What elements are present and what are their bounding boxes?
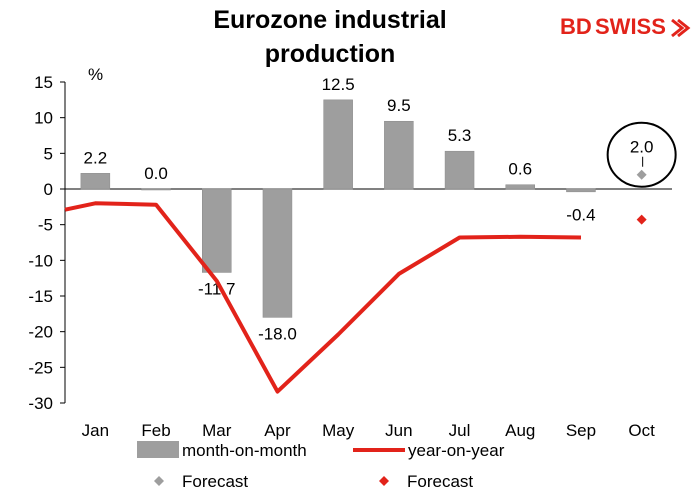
legend-label-forecast-grey: Forecast — [182, 472, 248, 491]
y-tick-label: -25 — [28, 358, 53, 377]
bar-may — [323, 99, 353, 190]
logo-chevron-icon — [671, 18, 691, 38]
y-tick-label: 10 — [34, 109, 53, 128]
x-tick-label: Apr — [264, 421, 291, 440]
x-tick-label: Jan — [82, 421, 109, 440]
brand-logo: BD SWISS — [560, 14, 666, 39]
y-tick-label: -20 — [28, 323, 53, 342]
y-tick-label: 0 — [44, 180, 53, 199]
bar-jan — [80, 173, 111, 190]
legend-label-month-on-month: month-on-month — [182, 441, 307, 460]
forecast-highlight-circle — [606, 121, 677, 188]
bar-jul — [444, 150, 475, 190]
forecast-data-label: 2.0 — [630, 138, 654, 157]
y-tick-label: 15 — [34, 73, 53, 92]
line-series — [64, 201, 582, 394]
yoy-line — [64, 201, 582, 394]
bar-data-label: 2.2 — [84, 148, 108, 167]
legend-label-year-on-year: year-on-year — [408, 441, 505, 460]
bar-feb — [141, 188, 171, 191]
bar-aug — [505, 184, 535, 190]
bar-series — [80, 99, 596, 318]
y-tick-label: -5 — [38, 216, 53, 235]
bar-data-label: -11.7 — [198, 279, 236, 298]
bar-data-label: 0.6 — [508, 160, 532, 179]
forecast-mom-marker — [636, 169, 647, 180]
x-axis: Jan Feb Mar Apr May Jun Jul Aug Sep Oct — [65, 188, 672, 440]
legend-swatch-month-on-month — [137, 441, 179, 458]
legend-swatch-forecast-red — [379, 476, 389, 486]
legend: month-on-month year-on-year Forecast Foreca… — [137, 441, 505, 491]
y-tick-label: -30 — [28, 394, 53, 413]
x-tick-label: May — [322, 421, 355, 440]
y-axis: 15 10 5 0 -5 -10 -15 -20 -25 -30 — [28, 73, 66, 413]
chart-title-line-1: Eurozone industrial — [213, 6, 446, 34]
bar-mar — [202, 188, 232, 273]
x-tick-label: Aug — [505, 421, 535, 440]
legend-label-forecast-red: Forecast — [407, 472, 473, 491]
bar-apr — [262, 188, 293, 318]
bar-labels: 2.2 0.0 -11.7 -18.0 12.5 9.5 5.3 0.6 -0.4 — [84, 75, 596, 344]
y-axis-unit-label: % — [88, 65, 103, 84]
x-tick-label: Sep — [566, 421, 596, 440]
bar-data-label: -18.0 — [258, 324, 297, 343]
bar-data-label: 9.5 — [387, 96, 411, 115]
bar-data-label: 0.0 — [144, 164, 168, 183]
bar-sep — [566, 188, 596, 193]
logo-mark-icon — [671, 18, 691, 38]
x-tick-label: Jun — [385, 421, 412, 440]
x-tick-label: Mar — [202, 421, 232, 440]
x-tick-label: Jul — [449, 421, 471, 440]
y-tick-label: -10 — [28, 251, 53, 270]
bar-data-label: 12.5 — [322, 75, 355, 94]
bar-jun — [384, 120, 414, 190]
x-tick-label: Feb — [141, 421, 170, 440]
y-tick-label: -15 — [28, 287, 53, 306]
y-tick-label: 5 — [44, 144, 53, 163]
logo-text-swiss: SWISS — [595, 14, 666, 39]
x-tick-label: Oct — [628, 421, 655, 440]
forecast-yoy-marker — [636, 214, 647, 225]
bar-data-label: 5.3 — [448, 126, 472, 145]
forecast-markers: 2.0 — [606, 121, 677, 225]
logo-text-bd: BD — [560, 14, 592, 39]
bar-data-label: -0.4 — [566, 205, 595, 224]
chart-title-line-2: production — [265, 40, 396, 68]
legend-swatch-forecast-grey — [154, 476, 164, 486]
